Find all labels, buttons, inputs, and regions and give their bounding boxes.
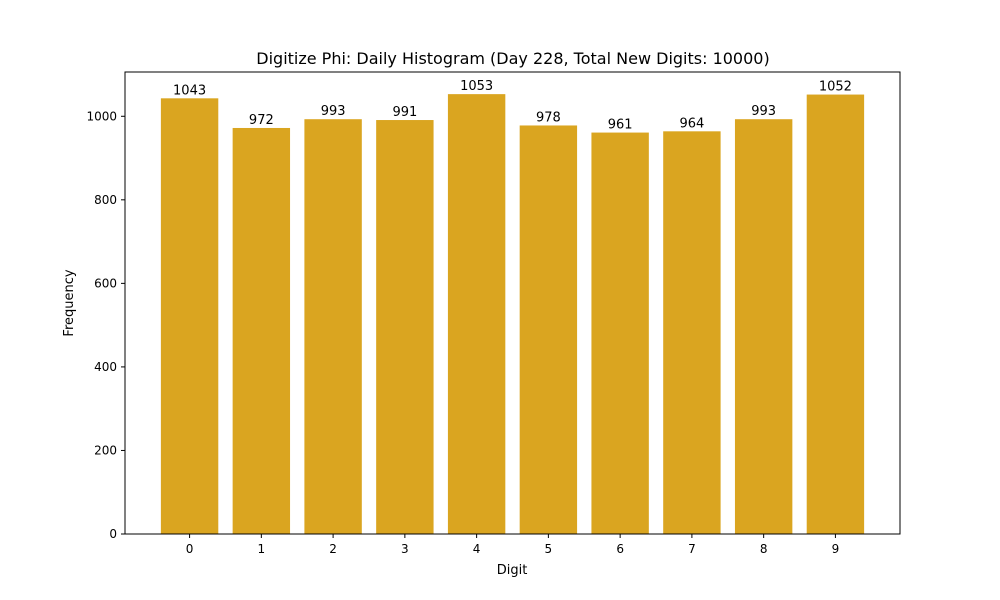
x-tick-label: 9 [832, 542, 840, 556]
x-tick-label: 1 [258, 542, 266, 556]
bars: 1043 972 993 991 1053 978 961 964 993 1052 [160, 79, 865, 535]
chart-title: Digitize Phi: Daily Histogram (Day 228, … [256, 49, 769, 68]
x-tick-label: 7 [688, 542, 696, 556]
bar-value-label: 972 [249, 113, 274, 128]
y-tick-label: 0 [109, 527, 117, 541]
x-tick-label: 3 [401, 542, 409, 556]
bar-value-label: 978 [536, 110, 561, 125]
bar-digit-6 [591, 132, 649, 534]
bar-value-label: 1053 [460, 79, 493, 94]
bar-value-label: 1052 [819, 80, 852, 95]
x-axis: 0 1 2 3 4 5 6 7 8 9 [186, 534, 839, 556]
bar-value-label: 993 [751, 104, 776, 119]
bar-digit-8 [734, 119, 793, 535]
bar-value-label: 964 [679, 116, 704, 131]
y-tick-label: 1000 [86, 109, 117, 123]
bar-value-label: 1043 [173, 83, 206, 98]
y-tick-label: 800 [94, 193, 117, 207]
bar-digit-2 [304, 119, 362, 535]
bar-digit-9 [806, 94, 865, 535]
bar-value-label: 991 [392, 105, 417, 120]
y-tick-label: 200 [94, 443, 117, 457]
bar-digit-0 [160, 98, 219, 534]
bar-digit-3 [376, 120, 434, 535]
y-axis-label: Frequency [62, 269, 77, 336]
x-tick-label: 2 [329, 542, 337, 556]
x-tick-label: 4 [473, 542, 481, 556]
bar-digit-7 [663, 131, 721, 534]
y-axis: 0 200 400 600 800 1000 [86, 109, 125, 541]
y-tick-label: 400 [94, 360, 117, 374]
bar-value-label: 961 [608, 118, 633, 133]
bar-digit-4 [447, 94, 506, 534]
x-tick-label: 6 [616, 542, 624, 556]
x-axis-label: Digit [497, 563, 528, 578]
x-tick-label: 5 [545, 542, 553, 556]
bar-digit-1 [232, 127, 291, 535]
x-tick-label: 8 [760, 542, 768, 556]
bar-value-label: 993 [321, 104, 346, 119]
y-tick-label: 600 [94, 276, 117, 290]
x-tick-label: 0 [186, 542, 194, 556]
plot-frame [124, 71, 901, 535]
bar-digit-5 [519, 125, 578, 534]
